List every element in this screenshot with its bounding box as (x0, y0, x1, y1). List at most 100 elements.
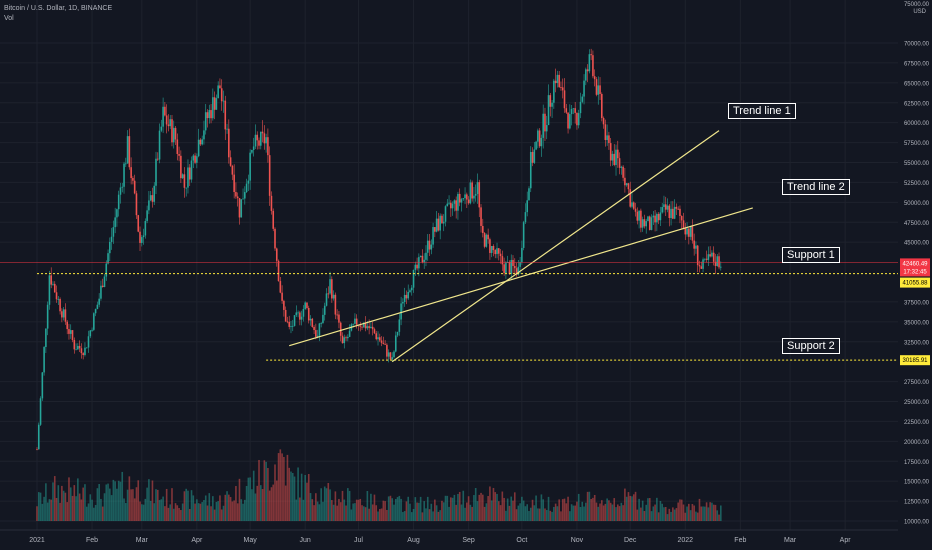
volume-bar (172, 508, 175, 521)
candle (291, 325, 294, 327)
volume-bar (638, 498, 640, 521)
candle (467, 199, 470, 204)
candle (432, 227, 434, 245)
price-tick-label: 55000.00 (904, 161, 930, 167)
candle (252, 146, 255, 150)
volume-bar (446, 495, 449, 521)
volume-bar (542, 499, 544, 521)
candle (238, 198, 241, 218)
candle (620, 166, 623, 168)
candle (121, 186, 124, 188)
candle (489, 239, 491, 253)
volume-bar (414, 497, 417, 521)
candle (78, 345, 81, 349)
candle (718, 256, 720, 268)
volume-bar (183, 491, 186, 521)
volume-bar (283, 456, 285, 521)
volume-bar (295, 499, 298, 521)
candle (702, 259, 704, 269)
volume-bar (180, 510, 182, 521)
volume-bar (609, 502, 612, 521)
candle (659, 212, 662, 221)
time-tick-label: Jun (300, 537, 311, 544)
volume-bar (499, 505, 502, 521)
volume-bar (64, 492, 67, 521)
candle (231, 165, 234, 175)
volume-bar (632, 494, 635, 521)
candle (679, 208, 681, 217)
volume-bar (293, 476, 296, 521)
volume-bar (164, 506, 166, 521)
volume-bar (462, 490, 465, 521)
volume-bar (123, 498, 125, 521)
volume-bar (94, 504, 97, 521)
candle (39, 398, 42, 425)
volume-bar (469, 504, 472, 521)
candle (281, 292, 283, 301)
candle (352, 323, 354, 325)
volume-bar (572, 505, 575, 521)
volume-bar (196, 499, 198, 521)
volume-bar (670, 511, 672, 521)
candle (307, 307, 310, 321)
volume-bar (629, 495, 632, 521)
candle (629, 189, 632, 207)
candle (494, 250, 497, 255)
volume-bar (720, 505, 722, 521)
volume-bar (664, 507, 667, 521)
volume-bar (80, 499, 83, 521)
candle (696, 245, 699, 266)
volume-bar (114, 481, 116, 521)
price-tick-label: 17500.00 (904, 460, 930, 466)
support-2-label[interactable]: Support 2 (782, 338, 840, 354)
volume-bar (377, 511, 379, 521)
support-1-label[interactable]: Support 1 (782, 247, 840, 263)
candle (618, 158, 621, 168)
candle (371, 326, 374, 330)
candle (84, 347, 86, 356)
candle (714, 261, 717, 267)
trend-line-1-label[interactable]: Trend line 1 (728, 103, 796, 119)
volume-bar (474, 487, 477, 521)
candle (284, 309, 287, 322)
volume-bar (117, 480, 120, 521)
candle (377, 337, 379, 340)
trend-line-2-label[interactable]: Trend line 2 (782, 179, 850, 195)
candle (199, 139, 202, 145)
time-tick-label: Apr (840, 537, 852, 544)
volume-bar (679, 499, 681, 521)
candle (677, 208, 679, 210)
candle (615, 149, 617, 165)
candle (560, 87, 562, 88)
candle (183, 174, 186, 188)
candle (583, 80, 585, 97)
candle (112, 227, 115, 237)
volume-bar (618, 506, 621, 521)
volume-bar (112, 479, 115, 521)
candle (593, 76, 596, 80)
volume-bar (181, 503, 184, 521)
candle (473, 195, 475, 199)
price-tick-label: 65000.00 (904, 81, 930, 87)
candle (85, 347, 88, 349)
candle (588, 54, 591, 72)
candle (50, 275, 53, 285)
volume-bar (126, 489, 129, 521)
volume-bar (482, 494, 484, 521)
volume-bar (675, 508, 678, 521)
price-tick-label: 67500.00 (904, 61, 930, 67)
volume-bar (661, 503, 663, 521)
volume-bar (323, 486, 326, 521)
candle (712, 252, 715, 262)
candle (561, 87, 564, 91)
volume-bar (517, 505, 520, 521)
volume-bar (489, 486, 491, 521)
candle (359, 325, 362, 327)
candle (631, 202, 633, 207)
candle (386, 344, 388, 357)
candle (180, 155, 182, 179)
volume-bar (174, 503, 177, 521)
candle (434, 227, 436, 232)
